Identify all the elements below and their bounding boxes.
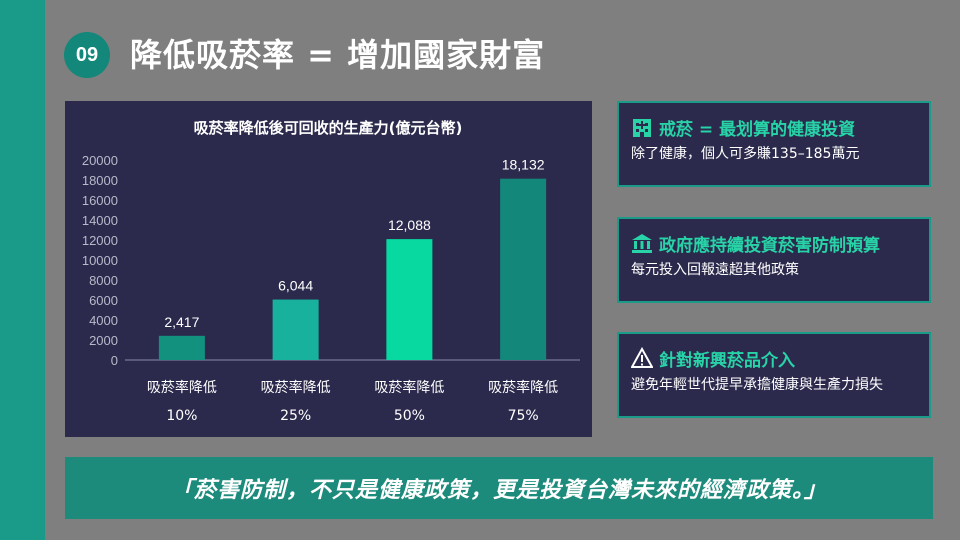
warning-icon (631, 347, 653, 369)
x-tick-label: 吸菸率降低 (261, 379, 331, 396)
card-health-investment: 戒菸 = 最划算的健康投資 除了健康，個人可多賺135–185萬元 (617, 101, 931, 187)
y-tick-label: 4000 (89, 313, 118, 328)
hospital-icon (631, 116, 653, 138)
card-description: 除了健康，個人可多賺135–185萬元 (631, 146, 860, 162)
data-label: 6,044 (278, 278, 313, 294)
card-description: 避免年輕世代提早承擔健康與生產力損失 (631, 377, 883, 393)
data-label: 18,132 (502, 157, 545, 173)
y-tick-label: 6000 (89, 293, 118, 308)
card-government-budget: 政府應持續投資菸害防制預算 每元投入回報遠超其他政策 (617, 217, 931, 303)
x-tick-label: 50% (394, 408, 425, 424)
bar-chart: 吸菸率降低後可回收的生產力(億元台幣) 0 2000 4000 6000 8000 1000… (82, 119, 580, 424)
closing-quote: 「菸害防制，不只是健康政策，更是投資台灣未來的經濟政策。」 (65, 457, 933, 519)
card-title-text: 戒菸 = 最划算的健康投資 (659, 119, 856, 140)
bar (386, 239, 433, 360)
x-tick-label: 25% (280, 408, 311, 424)
x-tick-label: 10% (166, 408, 197, 424)
card-title-text: 政府應持續投資菸害防制預算 (659, 235, 880, 256)
data-label: 12,088 (388, 217, 431, 233)
card-title-text: 針對新興菸品介入 (659, 350, 795, 371)
y-tick-label: 16000 (82, 193, 118, 208)
x-tick-label: 吸菸率降低 (488, 379, 558, 396)
data-label: 2,417 (164, 314, 199, 330)
slide-number-badge: 09 (64, 32, 110, 78)
x-tick-label: 75% (508, 408, 539, 424)
government-building-icon (631, 232, 653, 254)
bar (272, 299, 319, 360)
x-tick-label: 吸菸率降低 (374, 379, 444, 396)
slide-title: 降低吸菸率 = 增加國家財富 (130, 36, 546, 74)
y-tick-label: 10000 (82, 253, 118, 268)
y-tick-label: 20000 (82, 153, 118, 168)
x-tick-label: 吸菸率降低 (147, 379, 217, 396)
left-accent-bar (0, 0, 45, 540)
bar (500, 178, 547, 360)
y-tick-label: 0 (111, 353, 118, 368)
card-description: 每元投入回報遠超其他政策 (631, 262, 799, 278)
card-emerging-products: 針對新興菸品介入 避免年輕世代提早承擔健康與生產力損失 (617, 332, 931, 418)
y-tick-label: 14000 (82, 213, 118, 228)
chart-title: 吸菸率降低後可回收的生產力(億元台幣) (194, 119, 463, 137)
chart-panel: 吸菸率降低後可回收的生產力(億元台幣) 0 2000 4000 6000 8000 1000… (65, 101, 592, 437)
y-tick-label: 2000 (89, 333, 118, 348)
y-tick-label: 8000 (89, 273, 118, 288)
bar (158, 335, 205, 360)
y-tick-label: 12000 (82, 233, 118, 248)
y-tick-label: 18000 (82, 173, 118, 188)
